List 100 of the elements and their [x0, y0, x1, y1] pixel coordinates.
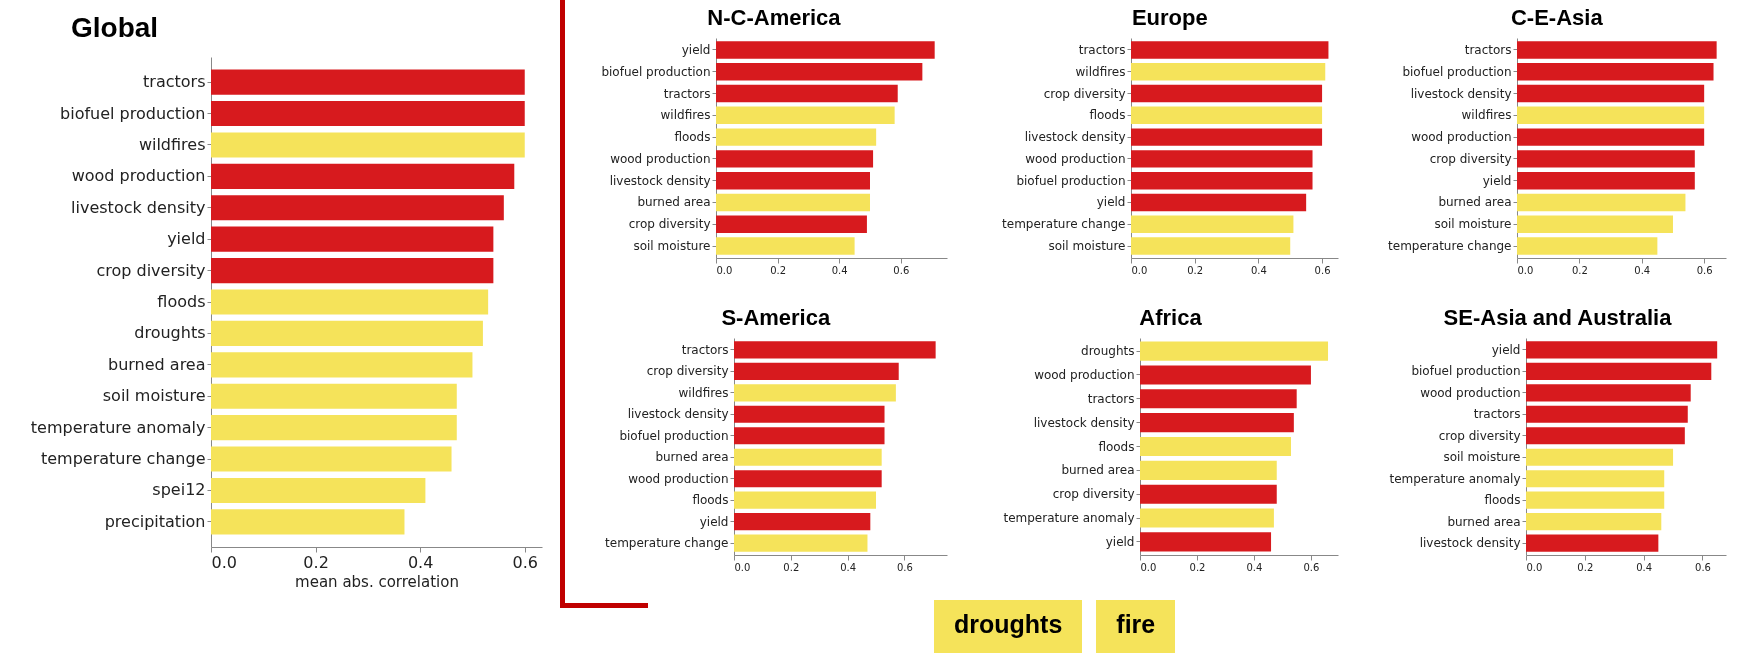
y-tick-label: soil moisture	[102, 386, 206, 406]
y-tick-label: yield	[1491, 342, 1521, 357]
x-tick-label: 0.4	[1636, 561, 1653, 573]
y-tick-label: crop diversity	[1043, 86, 1126, 101]
chart-title: Global	[71, 12, 159, 43]
y-tick-label: wildfires	[138, 134, 206, 154]
x-axis-title: mean abs. correlation	[295, 572, 459, 591]
y-tick-label: temperature change	[1002, 217, 1126, 232]
y-tick-label: temperature anomaly	[30, 417, 206, 437]
chart-title: C-E-Asia	[1510, 5, 1604, 30]
y-tick-label: floods	[692, 493, 729, 508]
y-tick-label: crop diversity	[646, 364, 729, 379]
y-tick-label: tractors	[681, 342, 729, 357]
y-tick-label: soil moisture	[1443, 450, 1521, 465]
x-tick-label: 0.0	[211, 552, 237, 572]
y-tick-label: burned area	[637, 195, 711, 210]
y-tick-label: wood production	[71, 166, 206, 186]
y-tick-label: livestock density	[1033, 415, 1135, 430]
y-tick-label: crop diversity	[1438, 428, 1521, 443]
y-tick-label: biofuel production	[1411, 364, 1521, 379]
x-tick-label: 0.4	[1246, 561, 1263, 573]
x-tick-label: 0.4	[1250, 264, 1267, 276]
y-tick-label: tractors	[663, 86, 711, 101]
y-tick-label: tractors	[1078, 42, 1126, 57]
y-tick-label: temperature anomaly	[1003, 511, 1135, 526]
text: droughts	[934, 600, 1083, 653]
x-tick-label: 0.0	[734, 561, 751, 573]
y-tick-label: yield	[699, 514, 729, 529]
chart-title: S-America	[721, 305, 831, 330]
y-tick-label: wood production	[610, 151, 711, 166]
x-tick-label: 0.6	[893, 264, 910, 276]
x-tick-label: 0.2	[1187, 264, 1204, 276]
x-tick-label: 0.4	[840, 561, 857, 573]
y-tick-label: floods	[157, 292, 206, 311]
y-tick-label: temperature change	[40, 449, 206, 469]
y-tick-label: wood production	[1411, 130, 1512, 145]
chart-title: Europe	[1131, 5, 1208, 30]
x-tick-label: 0.2	[1577, 561, 1594, 573]
y-tick-label: yield	[1482, 173, 1512, 188]
x-tick-label: 0.0	[1131, 264, 1148, 276]
x-tick-label: 0.4	[407, 552, 434, 572]
y-tick-label: soil moisture	[633, 239, 711, 254]
y-tick-label: wildfires	[678, 385, 729, 400]
y-tick-label: yield	[1096, 195, 1126, 210]
x-tick-label: 0.2	[1571, 264, 1588, 276]
y-tick-label: tractors	[1087, 391, 1135, 406]
y-tick-label: yield	[681, 42, 711, 57]
x-tick-label: 0.0	[1517, 264, 1534, 276]
y-tick-label: yield	[1105, 534, 1135, 549]
y-tick-label: wood production	[1025, 151, 1126, 166]
x-tick-label: 0.6	[512, 552, 538, 572]
x-tick-label: 0.6	[1696, 264, 1713, 276]
y-tick-label: crop diversity	[1429, 151, 1512, 166]
y-tick-label: biofuel production	[1402, 64, 1512, 79]
chart-title: Africa	[1139, 305, 1203, 330]
y-tick-label: soil moisture	[1434, 217, 1512, 232]
x-tick-label: 0.6	[1303, 561, 1320, 573]
x-tick-label: 0.0	[716, 264, 733, 276]
y-tick-label: wildfires	[1461, 108, 1512, 123]
y-tick-label: wood production	[1420, 385, 1521, 400]
y-tick-label: soil moisture	[1048, 239, 1126, 254]
y-tick-label: burned area	[108, 354, 206, 374]
text: fire	[1096, 600, 1176, 653]
y-tick-label: biofuel production	[601, 64, 711, 79]
y-tick-label: biofuel production	[619, 428, 729, 443]
x-tick-label: 0.2	[1189, 561, 1206, 573]
y-tick-label: biofuel production	[1016, 173, 1126, 188]
y-tick-label: livestock density	[1024, 130, 1126, 145]
y-tick-label: burned area	[1447, 514, 1521, 529]
x-tick-label: 0.6	[1695, 561, 1711, 573]
y-tick-label: livestock density	[1410, 86, 1512, 101]
y-tick-label: floods	[1089, 108, 1126, 123]
y-tick-label: biofuel production	[60, 103, 206, 123]
x-tick-label: 0.2	[783, 561, 800, 573]
x-tick-label: 0.4	[831, 264, 848, 276]
y-tick-label: temperature change	[1388, 239, 1512, 254]
y-tick-label: burned area	[655, 450, 729, 465]
y-tick-label: floods	[1484, 493, 1521, 508]
y-tick-label: tractors	[143, 72, 206, 92]
y-tick-label: crop diversity	[628, 217, 711, 232]
y-tick-label: crop diversity	[96, 260, 206, 280]
y-tick-label: livestock density	[1419, 536, 1521, 551]
chart-title: N-C-America	[707, 5, 842, 30]
y-tick-label: wildfires	[660, 108, 711, 123]
x-tick-label: 0.6	[1314, 264, 1331, 276]
y-tick-label: burned area	[1061, 463, 1135, 478]
y-tick-label: temperature anomaly	[1389, 471, 1521, 486]
y-tick-label: floods	[1098, 439, 1135, 454]
y-tick-label: burned area	[1438, 195, 1512, 210]
y-tick-label: floods	[674, 130, 711, 145]
x-tick-label: 0.2	[303, 552, 329, 572]
y-tick-label: livestock density	[609, 173, 711, 188]
y-tick-label: droughts	[134, 323, 206, 343]
chart-title: SE-Asia and Australia	[1443, 305, 1673, 330]
x-tick-label: 0.0	[1526, 561, 1543, 573]
x-tick-label: 0.2	[770, 264, 787, 276]
y-tick-label: tractors	[1473, 407, 1521, 422]
y-tick-label: spei12	[152, 480, 206, 500]
y-tick-label: tractors	[1464, 42, 1512, 57]
x-tick-label: 0.4	[1634, 264, 1651, 276]
